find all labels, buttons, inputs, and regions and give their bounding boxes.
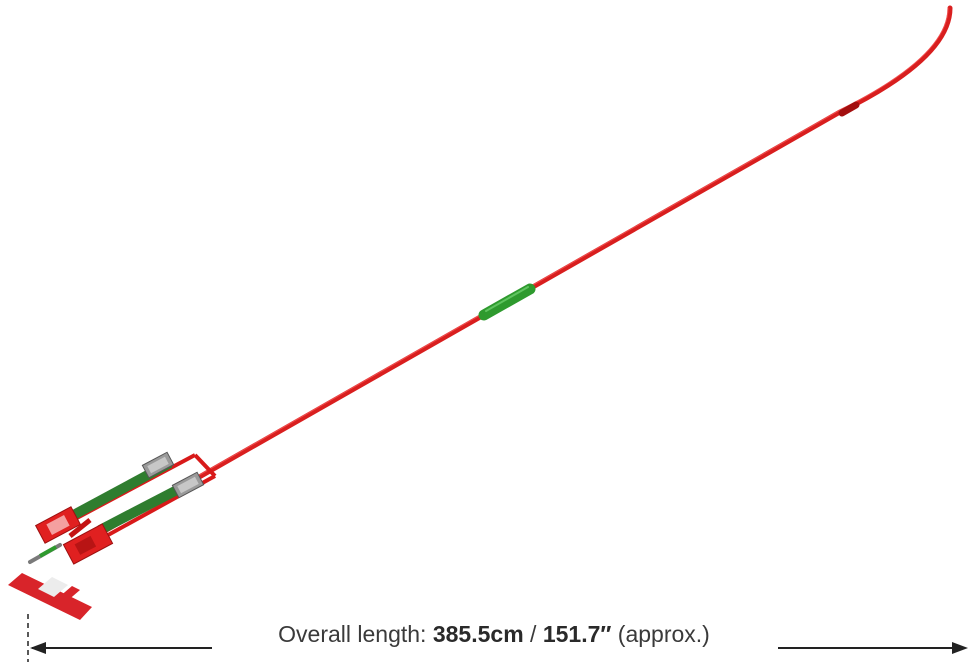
buckle-upper xyxy=(141,451,175,479)
pole-shaft xyxy=(77,5,953,548)
arrow-left-icon xyxy=(30,642,212,654)
end-cap-upper xyxy=(34,506,82,544)
caption-separator: / xyxy=(523,621,543,647)
pole-joint xyxy=(838,101,860,117)
pole xyxy=(77,5,953,548)
base-assembly xyxy=(28,451,217,565)
caption-suffix: (approx.) xyxy=(611,621,710,647)
caption-metric-length: 385.5cm xyxy=(432,621,524,647)
warning-flag xyxy=(8,573,92,620)
buckle-lower xyxy=(171,471,205,499)
pole-highlight xyxy=(79,7,949,544)
dimension-line xyxy=(27,614,968,662)
caption-prefix: Overall length: xyxy=(278,621,433,647)
arrow-right-icon xyxy=(778,642,968,654)
end-cap-lower xyxy=(62,523,114,565)
caption-imperial-length: 151.7″ xyxy=(542,621,612,647)
middle-grip xyxy=(478,283,536,321)
overall-length-caption: Overall length: 385.5cm / 151.7″ (approx… xyxy=(210,621,778,648)
